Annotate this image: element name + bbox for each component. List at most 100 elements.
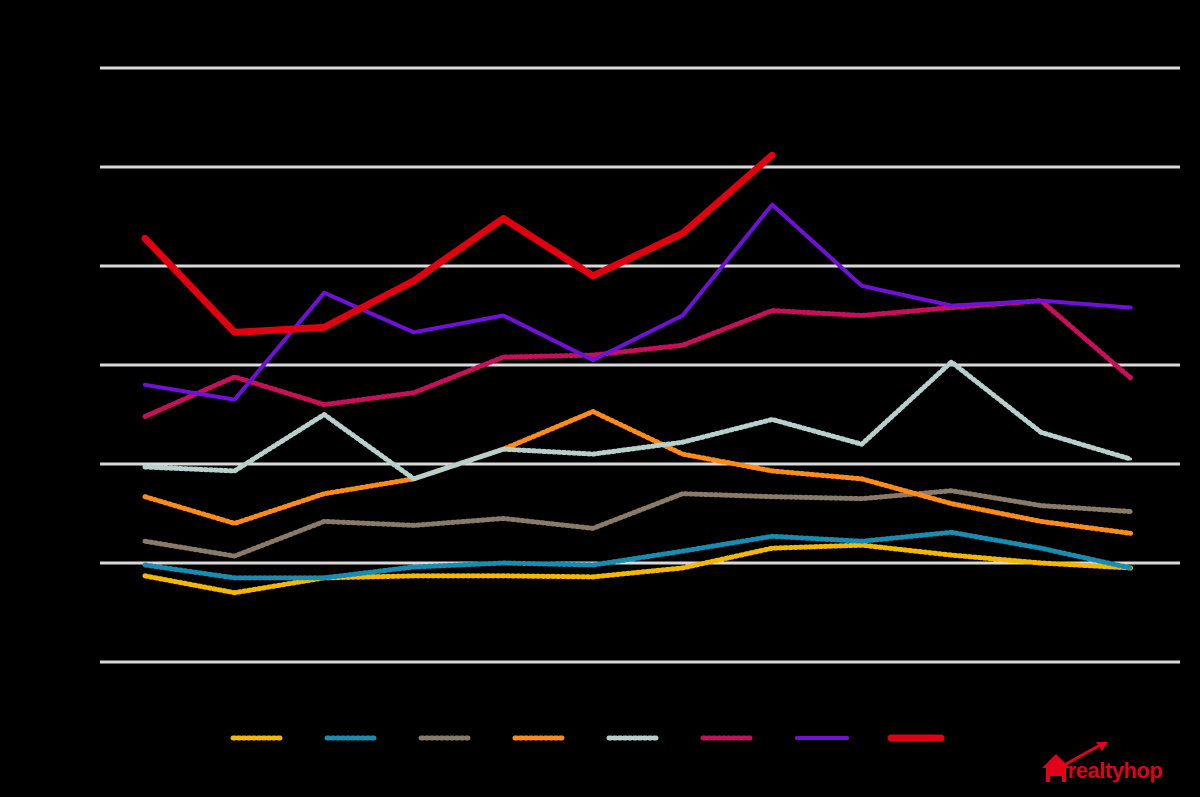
series-7-point-5 bbox=[591, 274, 595, 278]
series-7-point-0 bbox=[143, 236, 147, 240]
series-0-point-3 bbox=[412, 574, 416, 578]
series-7-point-7 bbox=[770, 153, 774, 157]
series-2-point-9 bbox=[949, 489, 953, 493]
series-3-point-10 bbox=[1039, 519, 1043, 523]
series-1-point-0 bbox=[143, 563, 147, 567]
series-1 bbox=[142, 529, 1134, 581]
series-5-point-2 bbox=[322, 403, 326, 407]
brand-logo bbox=[1040, 742, 1190, 792]
series-1-point-11 bbox=[1129, 566, 1133, 570]
series-6-point-3 bbox=[412, 330, 416, 334]
series-1-point-4 bbox=[501, 561, 505, 565]
series-1-point-1 bbox=[233, 576, 237, 580]
series-2-point-1 bbox=[233, 554, 237, 558]
series-6-point-5 bbox=[591, 358, 595, 362]
series-3-point-5 bbox=[591, 410, 595, 414]
series-7 bbox=[141, 151, 776, 336]
series-1-point-3 bbox=[412, 565, 416, 569]
series-7-point-4 bbox=[501, 216, 505, 220]
series-6-point-1 bbox=[233, 398, 237, 402]
series-6-point-10 bbox=[1039, 299, 1043, 303]
series-3-point-2 bbox=[322, 492, 326, 496]
series-0-point-4 bbox=[501, 574, 505, 578]
series-1-point-8 bbox=[860, 539, 864, 543]
series-line-3 bbox=[142, 409, 1134, 536]
series-4-point-11 bbox=[1129, 457, 1133, 461]
series-6-point-7 bbox=[770, 203, 774, 207]
series-3-point-1 bbox=[233, 521, 237, 525]
series-1-point-2 bbox=[322, 576, 326, 580]
series-5-point-0 bbox=[143, 414, 147, 418]
series-6-point-2 bbox=[322, 291, 326, 295]
series-5-point-11 bbox=[1129, 376, 1133, 380]
series-6-point-6 bbox=[681, 314, 685, 317]
series-1-point-9 bbox=[949, 530, 953, 534]
series-2-point-5 bbox=[591, 526, 595, 530]
series-4-point-8 bbox=[860, 442, 864, 446]
series-line-7 bbox=[141, 151, 776, 336]
series-4-point-3 bbox=[412, 477, 416, 481]
series-5-point-8 bbox=[860, 314, 864, 317]
series-2 bbox=[142, 488, 1134, 559]
series-line-2 bbox=[142, 488, 1134, 559]
series-4-point-10 bbox=[1039, 430, 1043, 434]
series-3-point-11 bbox=[1129, 531, 1133, 535]
series-5-point-5 bbox=[591, 353, 595, 357]
series-4-point-5 bbox=[591, 452, 595, 456]
series-6-point-0 bbox=[143, 383, 147, 387]
series-0-point-6 bbox=[681, 566, 685, 570]
series-2-point-8 bbox=[860, 497, 864, 501]
series-2-point-10 bbox=[1039, 504, 1043, 508]
brand-name: realtyhop bbox=[1068, 758, 1163, 783]
series-5 bbox=[142, 298, 1134, 419]
series-7-point-6 bbox=[681, 231, 685, 235]
series-2-point-0 bbox=[143, 539, 147, 543]
series-4-point-1 bbox=[233, 469, 237, 473]
series-2-point-11 bbox=[1129, 510, 1133, 514]
series-2-point-2 bbox=[322, 519, 326, 523]
series-0-point-1 bbox=[233, 591, 237, 595]
series-line-1 bbox=[142, 529, 1134, 581]
series-0-point-0 bbox=[143, 574, 147, 578]
series-5-point-6 bbox=[681, 343, 685, 347]
series-4-point-0 bbox=[143, 465, 147, 469]
series-line-6 bbox=[143, 202, 1133, 402]
series-4-point-7 bbox=[770, 417, 774, 421]
series-0-point-9 bbox=[949, 553, 953, 557]
series-4-point-2 bbox=[322, 413, 326, 416]
series-0-point-5 bbox=[591, 575, 595, 579]
series-5-point-3 bbox=[412, 391, 416, 395]
series-line-0 bbox=[142, 542, 1134, 596]
series-3-point-7 bbox=[770, 469, 774, 473]
series-6 bbox=[143, 202, 1133, 402]
series-6-point-4 bbox=[501, 314, 505, 317]
series-7-point-3 bbox=[412, 279, 416, 283]
series-3-point-9 bbox=[949, 502, 953, 506]
series-line-5 bbox=[142, 298, 1134, 419]
series-3-point-8 bbox=[860, 477, 864, 481]
series-6-point-11 bbox=[1129, 306, 1133, 310]
series-0 bbox=[142, 542, 1134, 596]
series-2-point-6 bbox=[681, 492, 685, 496]
series-4-point-9 bbox=[949, 360, 953, 364]
series-6-point-9 bbox=[949, 304, 953, 308]
series-0-point-10 bbox=[1039, 561, 1043, 565]
series-5-point-7 bbox=[770, 309, 774, 313]
series-1-point-10 bbox=[1039, 546, 1043, 550]
series-3-point-6 bbox=[681, 452, 685, 456]
series-lines bbox=[141, 151, 1134, 596]
series-6-point-8 bbox=[860, 284, 864, 288]
house-arrow-icon bbox=[1042, 742, 1108, 782]
series-4-point-6 bbox=[681, 440, 685, 444]
series-line-4 bbox=[142, 359, 1134, 482]
series-5-point-1 bbox=[233, 375, 237, 379]
series-3-point-0 bbox=[143, 495, 147, 499]
series-7-point-2 bbox=[322, 325, 326, 329]
gridlines bbox=[100, 66, 1180, 664]
series-0-point-7 bbox=[770, 546, 774, 550]
series-4 bbox=[142, 359, 1134, 482]
series-3 bbox=[142, 409, 1134, 536]
series-0-point-8 bbox=[860, 543, 864, 547]
series-1-point-5 bbox=[591, 563, 595, 567]
